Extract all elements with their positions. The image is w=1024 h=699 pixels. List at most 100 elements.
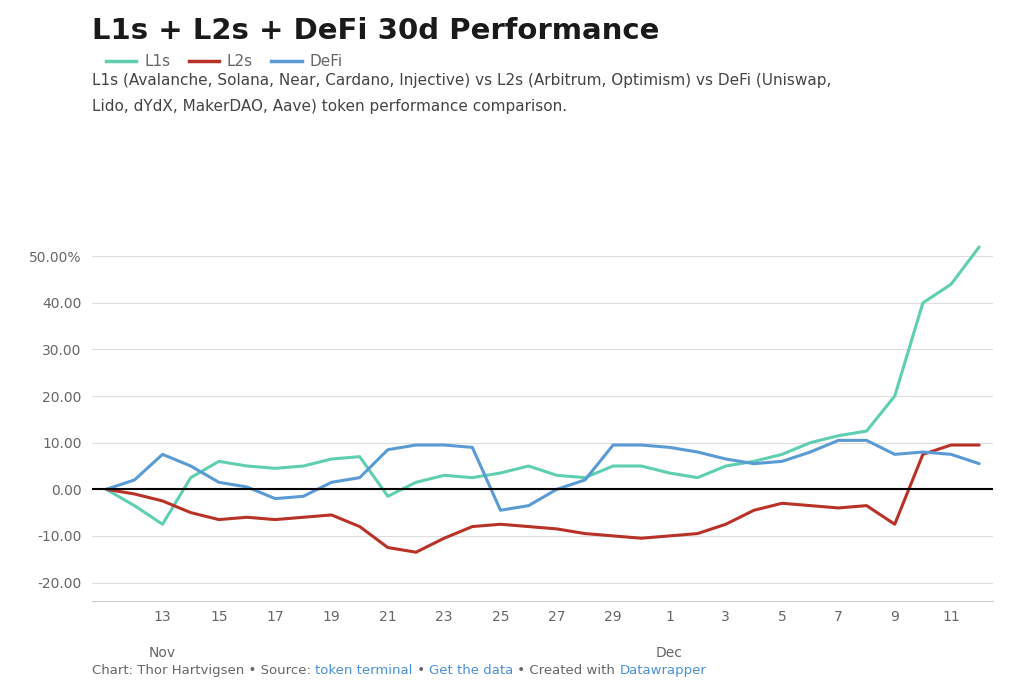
L1s (945, 280, 957, 289)
L1s (128, 501, 140, 510)
L2s (522, 522, 535, 531)
DeFi (945, 450, 957, 459)
L2s (241, 513, 253, 521)
L2s (353, 522, 366, 531)
DeFi (720, 455, 732, 463)
Line: L1s: L1s (106, 247, 979, 524)
L2s (269, 515, 282, 524)
L2s (297, 513, 309, 521)
L2s (184, 508, 197, 517)
DeFi (100, 485, 113, 493)
Text: Chart: Thor Hartvigsen • Source:: Chart: Thor Hartvigsen • Source: (92, 663, 315, 677)
DeFi (860, 436, 872, 445)
Text: Dec: Dec (656, 647, 683, 661)
L1s (916, 298, 929, 307)
L1s (551, 471, 563, 480)
L1s (466, 473, 478, 482)
L2s (607, 532, 620, 540)
L2s (213, 515, 225, 524)
DeFi (664, 443, 676, 452)
L2s (326, 511, 338, 519)
Text: L1s + L2s + DeFi 30d Performance: L1s + L2s + DeFi 30d Performance (92, 17, 659, 45)
L2s (889, 520, 901, 528)
L1s (833, 431, 845, 440)
Line: L2s: L2s (106, 445, 979, 552)
DeFi (326, 478, 338, 487)
L1s (889, 392, 901, 401)
DeFi (410, 441, 422, 449)
Text: Nov: Nov (150, 647, 176, 661)
DeFi (916, 448, 929, 456)
DeFi (551, 485, 563, 493)
L1s (495, 469, 507, 477)
L1s (635, 462, 647, 470)
L2s (579, 529, 591, 538)
L1s (776, 450, 788, 459)
DeFi (157, 450, 169, 459)
DeFi (635, 441, 647, 449)
L2s (635, 534, 647, 542)
L2s (748, 506, 760, 514)
DeFi (297, 492, 309, 500)
L2s (804, 501, 816, 510)
DeFi (973, 459, 985, 468)
L2s (157, 497, 169, 505)
DeFi (833, 436, 845, 445)
L2s (128, 490, 140, 498)
L2s (720, 520, 732, 528)
L1s (691, 473, 703, 482)
DeFi (495, 506, 507, 514)
L1s (579, 473, 591, 482)
L1s (100, 485, 113, 493)
L2s (664, 532, 676, 540)
L1s (213, 457, 225, 466)
DeFi (579, 476, 591, 484)
L1s (184, 473, 197, 482)
L1s (748, 457, 760, 466)
L2s (776, 499, 788, 507)
L1s (973, 243, 985, 251)
L1s (860, 427, 872, 435)
L1s (607, 462, 620, 470)
L2s (495, 520, 507, 528)
DeFi (607, 441, 620, 449)
DeFi (241, 483, 253, 491)
L1s (410, 478, 422, 487)
L1s (664, 469, 676, 477)
Line: DeFi: DeFi (106, 440, 979, 510)
DeFi (128, 476, 140, 484)
L1s (297, 462, 309, 470)
DeFi (382, 445, 394, 454)
DeFi (691, 448, 703, 456)
L2s (382, 543, 394, 552)
DeFi (522, 501, 535, 510)
L2s (973, 441, 985, 449)
DeFi (748, 459, 760, 468)
DeFi (269, 494, 282, 503)
DeFi (889, 450, 901, 459)
Text: Datawrapper: Datawrapper (620, 663, 707, 677)
DeFi (466, 443, 478, 452)
L2s (100, 485, 113, 493)
Text: token terminal: token terminal (315, 663, 413, 677)
L1s (241, 462, 253, 470)
Text: Lido, dYdX, MakerDAO, Aave) token performance comparison.: Lido, dYdX, MakerDAO, Aave) token perfor… (92, 99, 567, 114)
DeFi (184, 462, 197, 470)
Text: L1s (Avalanche, Solana, Near, Cardano, Injective) vs L2s (Arbitrum, Optimism) vs: L1s (Avalanche, Solana, Near, Cardano, I… (92, 73, 831, 88)
L2s (551, 525, 563, 533)
L2s (410, 548, 422, 556)
L1s (269, 464, 282, 473)
L1s (382, 492, 394, 500)
L1s (522, 462, 535, 470)
DeFi (353, 473, 366, 482)
L2s (945, 441, 957, 449)
DeFi (438, 441, 451, 449)
Text: • Created with: • Created with (513, 663, 620, 677)
L1s (353, 452, 366, 461)
L2s (833, 504, 845, 512)
L1s (804, 438, 816, 447)
Text: Get the data: Get the data (429, 663, 513, 677)
L2s (691, 529, 703, 538)
L1s (157, 520, 169, 528)
DeFi (213, 478, 225, 487)
